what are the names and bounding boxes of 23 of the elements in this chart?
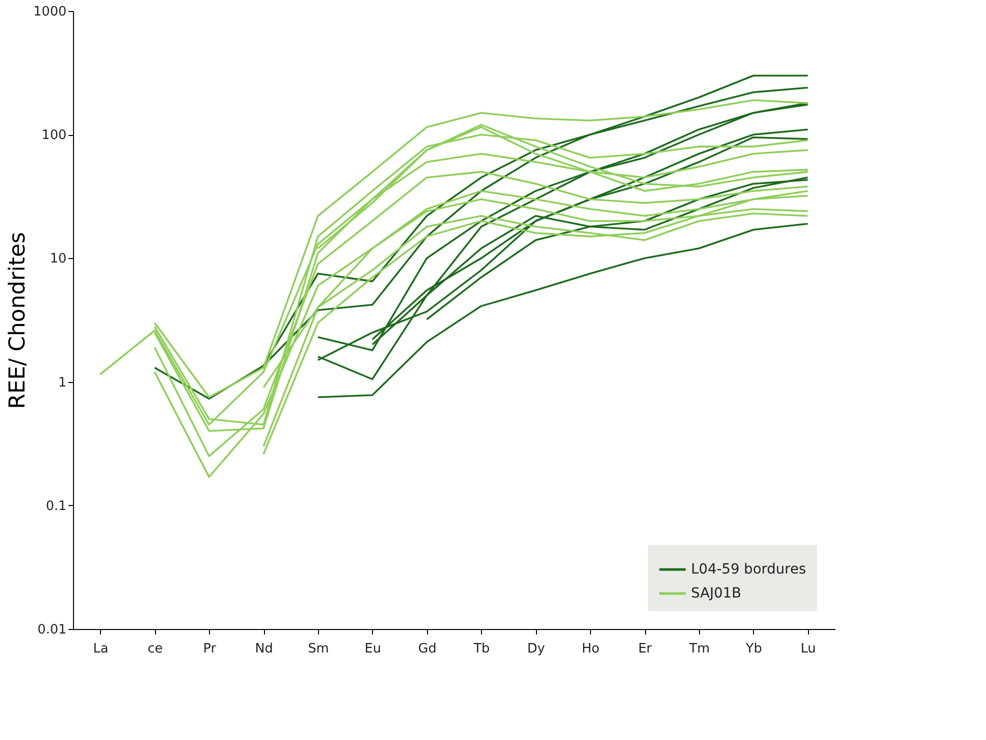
x-tick-label: Er [638, 642, 652, 656]
y-tick-label: 1 [58, 375, 66, 390]
x-tick-label: Ho [582, 642, 600, 656]
x-tick-label: Pr [203, 642, 217, 656]
y-tick-label: 1000 [33, 4, 66, 20]
x-tick-label: Dy [527, 642, 546, 656]
x-tick-label: Nd [255, 642, 273, 656]
x-tick-label: Sm [308, 642, 329, 656]
x-tick-label: Eu [364, 642, 382, 656]
x-tick-label: Tm [688, 642, 710, 656]
legend-label: SAJ01B [691, 586, 742, 602]
x-tick-label: La [93, 642, 108, 656]
legend-label: L04-59 bordures [691, 562, 806, 578]
x-tick-label: ce [148, 642, 163, 656]
y-tick-label: 100 [42, 128, 66, 144]
x-tick-label: Gd [418, 642, 436, 656]
x-tick-label: Yb [744, 642, 762, 656]
y-tick-label: 0.01 [38, 622, 66, 638]
x-tick-label: Tb [472, 642, 490, 656]
y-axis-title: REE/ Chondrites [5, 232, 30, 409]
y-tick-label: 0.1 [46, 498, 66, 514]
y-tick-label: 10 [50, 252, 66, 267]
x-tick-label: Lu [800, 642, 816, 656]
